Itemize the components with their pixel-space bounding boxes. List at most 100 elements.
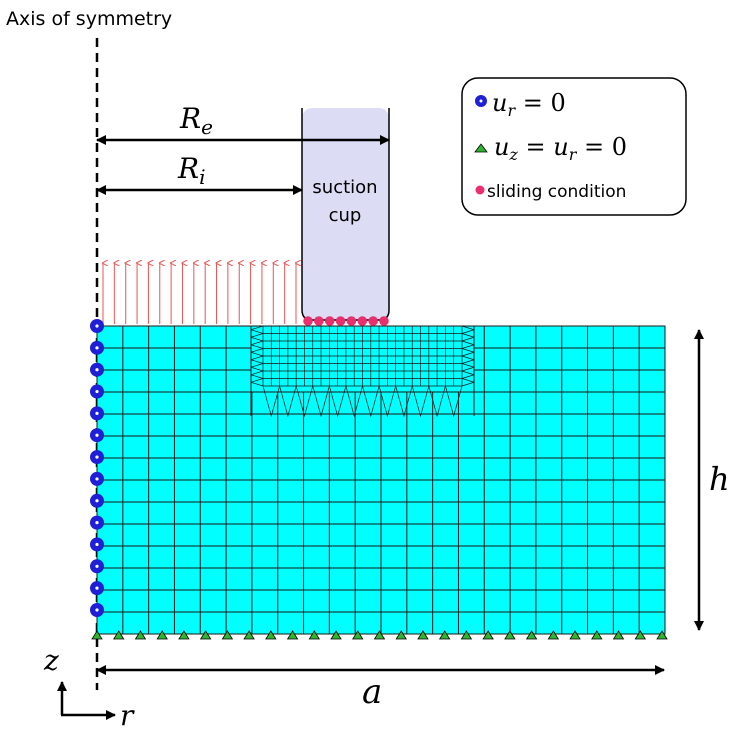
sliding-node-icon xyxy=(357,316,368,326)
suction-cup-label-line2: cup xyxy=(329,205,362,226)
legend-sliding-text: sliding condition xyxy=(487,182,626,202)
fixed-node-icon xyxy=(134,630,147,640)
transition-left xyxy=(250,340,264,349)
fixed-node-icon xyxy=(482,630,494,640)
fixed-node-icon xyxy=(547,630,560,640)
dimension-Ri-main: R xyxy=(177,152,199,185)
refined-grid xyxy=(250,325,475,418)
fixed-node-icon xyxy=(199,630,212,640)
coordinate-axes: z r xyxy=(43,644,135,731)
fixed-node-icon xyxy=(265,630,277,640)
sliding-node-icon xyxy=(335,316,346,326)
fixed-node-icon xyxy=(612,630,625,640)
sliding-contact-nodes xyxy=(303,316,389,326)
transition-right xyxy=(461,378,475,387)
roller-node-dot xyxy=(95,521,99,525)
transition-left xyxy=(250,378,264,387)
mesh-block xyxy=(96,325,666,635)
roller-node-dot xyxy=(95,324,99,328)
transition-left xyxy=(250,370,264,379)
transition-right xyxy=(461,355,475,364)
roller-node-dot xyxy=(95,542,99,547)
roller-boundary-nodes xyxy=(90,319,104,617)
fixed-node-icon xyxy=(591,630,603,640)
transition-bottom xyxy=(328,385,347,418)
dimension-a-label: a xyxy=(362,672,382,712)
roller-node-dot xyxy=(95,368,99,372)
axis-of-symmetry-label: Axis of symmetry xyxy=(6,8,172,30)
transition-right xyxy=(461,333,475,342)
dimension-h-label: h xyxy=(709,460,730,498)
fixed-node-icon xyxy=(460,630,473,640)
fixed-node-icon xyxy=(525,630,538,640)
fixed-node-icon xyxy=(417,630,429,640)
roller-node-dot xyxy=(95,411,99,415)
transition-left xyxy=(250,333,264,342)
transition-bottom xyxy=(395,385,413,418)
legend: ur = 0 uz = ur = 0 sliding condition xyxy=(461,77,687,216)
suction-cup-outline xyxy=(301,108,390,321)
transition-left xyxy=(250,355,264,364)
roller-node-dot xyxy=(95,564,99,568)
transition-bottom xyxy=(362,385,380,418)
fixed-node-icon xyxy=(286,630,299,640)
transition-left xyxy=(250,325,264,334)
fixed-node-icon xyxy=(395,630,407,640)
fixed-boundary-nodes xyxy=(91,630,668,640)
transition-bottom xyxy=(428,385,446,418)
fixed-node-icon xyxy=(91,630,103,640)
transition-right xyxy=(461,348,475,357)
fixed-node-icon xyxy=(243,630,255,640)
transition-bottom xyxy=(312,385,330,418)
legend-roller-text: ur = 0 xyxy=(492,89,566,120)
legend-item-sliding: sliding condition xyxy=(475,182,626,202)
dimension-Re-sub: e xyxy=(201,115,213,139)
sliding-node-icon xyxy=(303,316,313,326)
roller-node-dot xyxy=(95,477,99,481)
dimension-Ri-sub: i xyxy=(199,165,205,189)
dimension-Re-main: R xyxy=(179,102,201,135)
legend-item-fixed: uz = ur = 0 xyxy=(474,133,627,164)
pressure-arrows xyxy=(103,263,296,324)
fixed-node-icon xyxy=(438,630,451,640)
transition-bottom xyxy=(345,385,363,418)
transition-right xyxy=(461,325,475,334)
sliding-node-icon xyxy=(314,316,324,326)
fixed-node-icon xyxy=(308,630,321,640)
legend-fixed-text: uz = ur = 0 xyxy=(494,133,627,164)
transition-bottom xyxy=(295,385,314,418)
coord-r-label: r xyxy=(120,699,135,731)
transition-right xyxy=(461,340,475,349)
transition-left xyxy=(250,348,264,357)
roller-node-dot xyxy=(95,499,99,503)
transition-left xyxy=(250,363,264,372)
legend-sliding-icon xyxy=(475,185,485,195)
transition-bottom xyxy=(411,385,430,418)
suction-cup: suction cup xyxy=(301,108,390,321)
fixed-node-icon xyxy=(156,630,168,640)
transition-right xyxy=(461,363,475,372)
transition-right xyxy=(461,370,475,379)
suction-cup-label-line1: suction xyxy=(312,177,377,198)
roller-node-dot xyxy=(95,455,99,459)
fixed-node-icon xyxy=(656,630,668,640)
fixed-node-icon xyxy=(352,630,364,640)
roller-node-dot xyxy=(95,433,99,437)
roller-node-dot xyxy=(95,586,99,590)
dimension-Ri-label: Ri xyxy=(177,152,206,189)
fixed-node-icon xyxy=(178,630,190,640)
sliding-node-icon xyxy=(368,316,378,326)
fixed-node-icon xyxy=(569,630,581,640)
transition-bottom xyxy=(262,385,280,418)
legend-fixed-icon xyxy=(474,143,488,153)
fixed-node-icon xyxy=(113,630,125,640)
legend-roller-icon-dot xyxy=(479,99,483,103)
sliding-node-icon xyxy=(324,316,335,326)
fixed-node-icon xyxy=(504,630,516,640)
suction-cup-body xyxy=(302,108,389,320)
transition-bottom xyxy=(378,385,397,418)
legend-box xyxy=(461,77,687,216)
transition-bottom xyxy=(445,385,463,418)
dimension-Re-label: Re xyxy=(179,102,213,139)
